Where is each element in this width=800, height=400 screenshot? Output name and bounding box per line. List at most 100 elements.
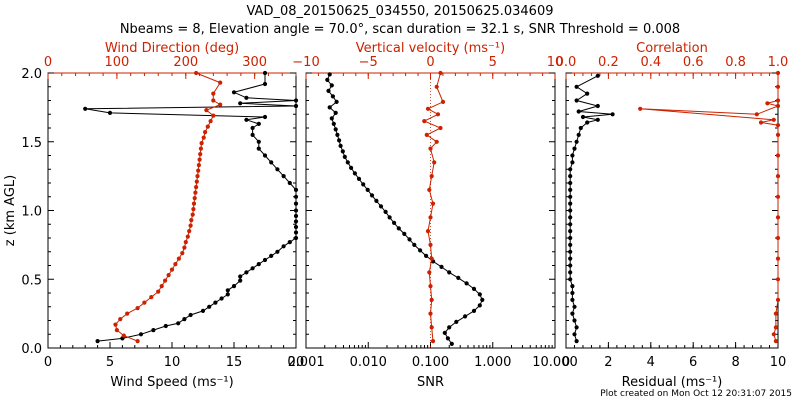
bottom-tick-label: 0.001 xyxy=(287,355,324,370)
data-point xyxy=(182,245,187,250)
data-point xyxy=(208,119,213,124)
data-point xyxy=(438,70,443,76)
data-point xyxy=(114,328,119,333)
data-point xyxy=(570,160,575,165)
data-point xyxy=(293,224,299,230)
data-point xyxy=(256,146,261,151)
data-point xyxy=(182,317,187,322)
data-point xyxy=(440,99,446,104)
data-point xyxy=(754,112,759,117)
bottom-axis-label: Wind Speed (ms⁻¹) xyxy=(110,375,233,390)
data-point xyxy=(445,336,450,341)
data-point xyxy=(568,242,573,247)
figure-title-line1: VAD_08_20150625_034550, 20150625.034609 xyxy=(247,4,554,19)
data-point xyxy=(211,91,216,96)
bottom-tick-label: 6 xyxy=(689,355,697,370)
top-tick-label: 0.6 xyxy=(683,55,704,70)
bottom-tick-label: 0 xyxy=(562,355,570,370)
data-point xyxy=(447,325,452,330)
data-point xyxy=(775,103,781,109)
data-point xyxy=(572,318,577,323)
data-point xyxy=(471,308,477,313)
data-point xyxy=(574,98,579,103)
data-point xyxy=(578,125,583,131)
data-point xyxy=(163,323,168,329)
data-point xyxy=(463,314,468,319)
y-tick-label: 1.0 xyxy=(21,205,42,220)
data-point xyxy=(151,328,156,333)
bottom-tick-label: 2 xyxy=(604,355,612,370)
data-point xyxy=(142,300,147,305)
data-point xyxy=(568,235,573,241)
data-point xyxy=(456,275,461,280)
data-point xyxy=(427,187,432,192)
data-point xyxy=(95,339,100,344)
top-tick-label: 0.2 xyxy=(598,55,619,70)
data-point xyxy=(250,266,255,271)
data-point xyxy=(244,270,249,275)
data-point xyxy=(211,113,216,118)
top-tick-label: 10 xyxy=(547,55,564,70)
data-point xyxy=(595,117,600,122)
data-point xyxy=(428,146,433,151)
data-point xyxy=(188,312,193,318)
data-point xyxy=(213,300,218,305)
y-axis-label: z (km AGL) xyxy=(3,175,18,246)
data-point xyxy=(326,88,331,93)
data-point xyxy=(429,325,434,330)
data-point xyxy=(334,99,339,104)
data-point xyxy=(424,253,429,258)
data-point xyxy=(429,297,434,302)
data-point xyxy=(201,135,206,140)
data-point xyxy=(189,218,194,223)
data-point xyxy=(454,319,459,324)
top-tick-label: −10 xyxy=(292,55,319,70)
bottom-axis-label: Residual (ms⁻¹) xyxy=(622,375,723,390)
data-point xyxy=(402,231,407,236)
data-point xyxy=(407,237,412,242)
data-point xyxy=(163,278,168,283)
data-point xyxy=(329,116,334,121)
data-point xyxy=(203,130,208,135)
data-point xyxy=(256,262,261,267)
data-point xyxy=(195,174,200,179)
data-point xyxy=(771,332,776,337)
data-point xyxy=(325,77,330,82)
data-point xyxy=(225,288,230,293)
data-point xyxy=(199,141,204,146)
top-axis-label: Wind Direction (deg) xyxy=(105,41,239,56)
data-point xyxy=(281,244,286,249)
data-point xyxy=(83,106,88,111)
data-point xyxy=(477,303,482,308)
data-point xyxy=(572,332,577,337)
data-point xyxy=(427,270,432,275)
data-point xyxy=(118,317,123,322)
y-tick-label: 1.5 xyxy=(21,136,42,151)
top-tick-label: 300 xyxy=(242,55,267,70)
data-point xyxy=(192,196,197,201)
data-point xyxy=(570,297,575,302)
top-tick-label: 0.4 xyxy=(640,55,661,70)
series-line-vertical-velocity xyxy=(423,72,444,342)
data-point xyxy=(442,330,447,335)
bottom-tick-label: 0 xyxy=(44,355,52,370)
data-point xyxy=(425,106,431,111)
data-point xyxy=(200,308,206,313)
data-point xyxy=(238,101,243,106)
data-point xyxy=(293,194,299,199)
data-point xyxy=(775,132,781,137)
data-point xyxy=(570,290,575,296)
data-point xyxy=(773,325,779,330)
data-point xyxy=(244,95,249,100)
data-point xyxy=(342,154,347,159)
data-point xyxy=(207,304,212,309)
data-point xyxy=(568,215,573,220)
data-point xyxy=(198,146,203,151)
data-point xyxy=(193,190,198,195)
data-point xyxy=(369,193,375,198)
data-point xyxy=(218,102,223,107)
data-point xyxy=(775,174,781,179)
